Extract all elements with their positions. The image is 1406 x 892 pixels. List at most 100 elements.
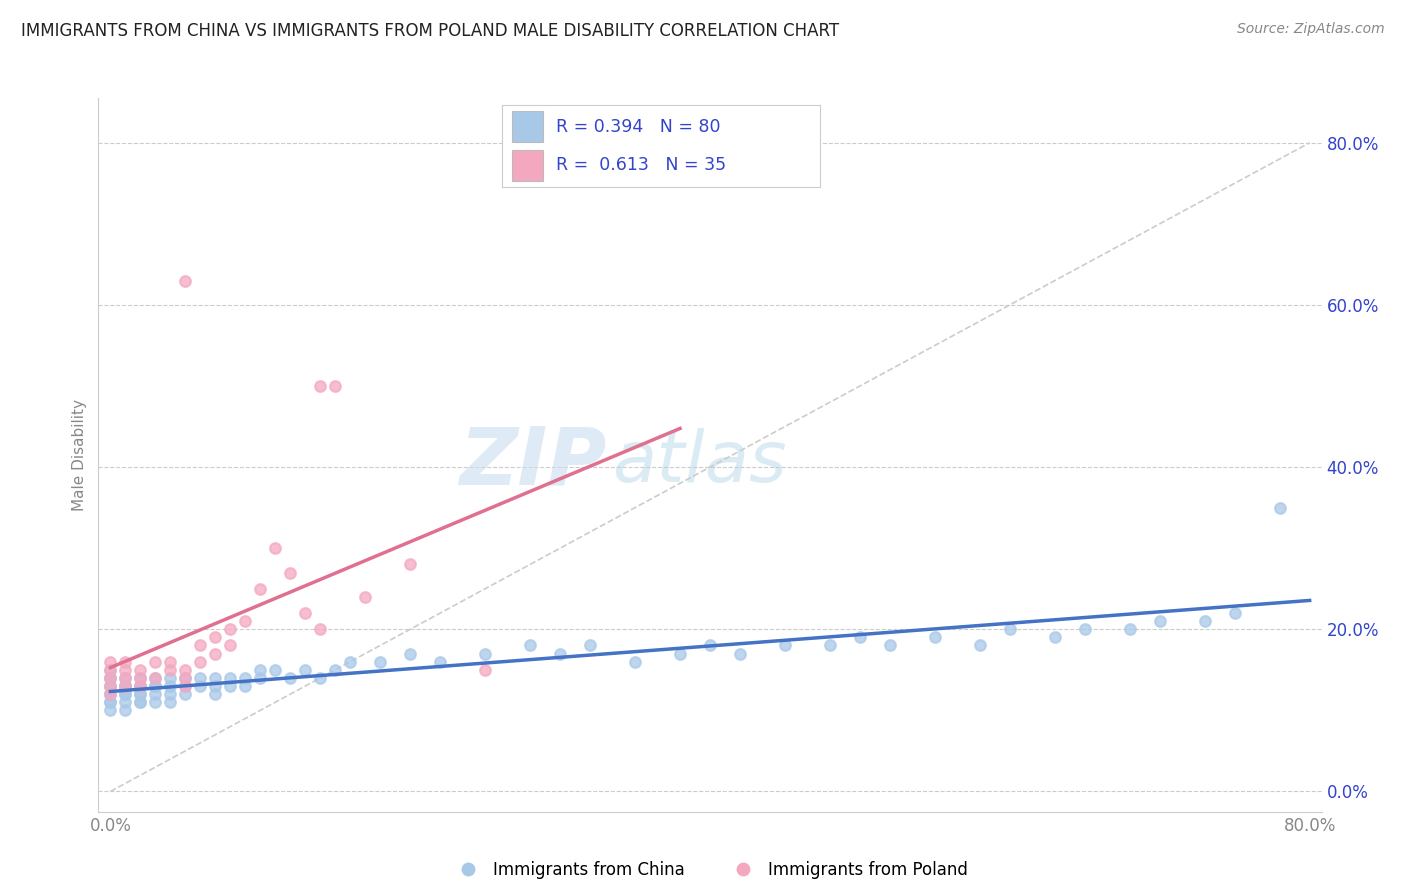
- Point: [145, 671, 167, 685]
- Text: ZIP: ZIP: [458, 423, 606, 501]
- Point: [129, 679, 152, 693]
- Point: [233, 671, 256, 685]
- Point: [204, 679, 226, 693]
- Point: [233, 614, 256, 628]
- Point: [145, 687, 167, 701]
- Point: [129, 679, 152, 693]
- Point: [1268, 500, 1291, 515]
- Point: [188, 679, 211, 693]
- Point: [145, 695, 167, 709]
- Point: [669, 647, 692, 661]
- Y-axis label: Male Disability: Male Disability: [72, 399, 87, 511]
- Point: [879, 639, 901, 653]
- Point: [339, 655, 361, 669]
- Point: [145, 671, 167, 685]
- Point: [114, 687, 136, 701]
- Point: [1043, 631, 1066, 645]
- Point: [174, 679, 197, 693]
- Point: [100, 695, 122, 709]
- Point: [309, 622, 332, 636]
- Point: [114, 671, 136, 685]
- Point: [1223, 606, 1246, 620]
- Point: [219, 679, 242, 693]
- Point: [114, 679, 136, 693]
- Point: [1149, 614, 1171, 628]
- Point: [145, 679, 167, 693]
- Legend: Immigrants from China, Immigrants from Poland: Immigrants from China, Immigrants from P…: [446, 855, 974, 886]
- Point: [699, 639, 721, 653]
- Point: [114, 703, 136, 717]
- Point: [114, 655, 136, 669]
- Point: [624, 655, 647, 669]
- Point: [1074, 622, 1097, 636]
- Point: [188, 671, 211, 685]
- Point: [145, 679, 167, 693]
- Point: [100, 679, 122, 693]
- Point: [100, 671, 122, 685]
- Point: [114, 695, 136, 709]
- Point: [278, 566, 301, 580]
- Point: [579, 639, 602, 653]
- Point: [129, 687, 152, 701]
- Point: [159, 679, 181, 693]
- Point: [129, 663, 152, 677]
- Point: [129, 671, 152, 685]
- Point: [145, 655, 167, 669]
- Point: [429, 655, 451, 669]
- Point: [159, 687, 181, 701]
- Point: [204, 687, 226, 701]
- Point: [188, 639, 211, 653]
- Point: [129, 687, 152, 701]
- Point: [264, 663, 287, 677]
- Point: [129, 671, 152, 685]
- Point: [204, 671, 226, 685]
- Point: [309, 379, 332, 393]
- Point: [219, 622, 242, 636]
- Point: [100, 679, 122, 693]
- Point: [1194, 614, 1216, 628]
- Point: [100, 671, 122, 685]
- Point: [100, 663, 122, 677]
- Point: [818, 639, 841, 653]
- Point: [174, 663, 197, 677]
- Point: [249, 671, 271, 685]
- Point: [548, 647, 571, 661]
- Point: [100, 655, 122, 669]
- Text: Source: ZipAtlas.com: Source: ZipAtlas.com: [1237, 22, 1385, 37]
- Point: [924, 631, 946, 645]
- Point: [129, 695, 152, 709]
- Point: [323, 663, 346, 677]
- Point: [159, 671, 181, 685]
- Text: IMMIGRANTS FROM CHINA VS IMMIGRANTS FROM POLAND MALE DISABILITY CORRELATION CHAR: IMMIGRANTS FROM CHINA VS IMMIGRANTS FROM…: [21, 22, 839, 40]
- Point: [100, 671, 122, 685]
- Point: [174, 671, 197, 685]
- Point: [129, 679, 152, 693]
- Point: [100, 687, 122, 701]
- Point: [354, 590, 377, 604]
- Point: [100, 663, 122, 677]
- Point: [294, 606, 316, 620]
- Point: [204, 631, 226, 645]
- Point: [204, 647, 226, 661]
- Point: [399, 558, 422, 572]
- Point: [129, 695, 152, 709]
- Point: [114, 671, 136, 685]
- Point: [100, 679, 122, 693]
- Point: [474, 663, 496, 677]
- Point: [219, 639, 242, 653]
- Point: [233, 679, 256, 693]
- Point: [399, 647, 422, 661]
- Point: [249, 663, 271, 677]
- Point: [114, 679, 136, 693]
- Point: [309, 671, 332, 685]
- Point: [219, 671, 242, 685]
- Point: [100, 695, 122, 709]
- Point: [159, 655, 181, 669]
- Point: [159, 663, 181, 677]
- Point: [114, 679, 136, 693]
- Point: [1119, 622, 1142, 636]
- Point: [114, 663, 136, 677]
- Point: [249, 582, 271, 596]
- Point: [474, 647, 496, 661]
- Text: atlas: atlas: [612, 427, 787, 497]
